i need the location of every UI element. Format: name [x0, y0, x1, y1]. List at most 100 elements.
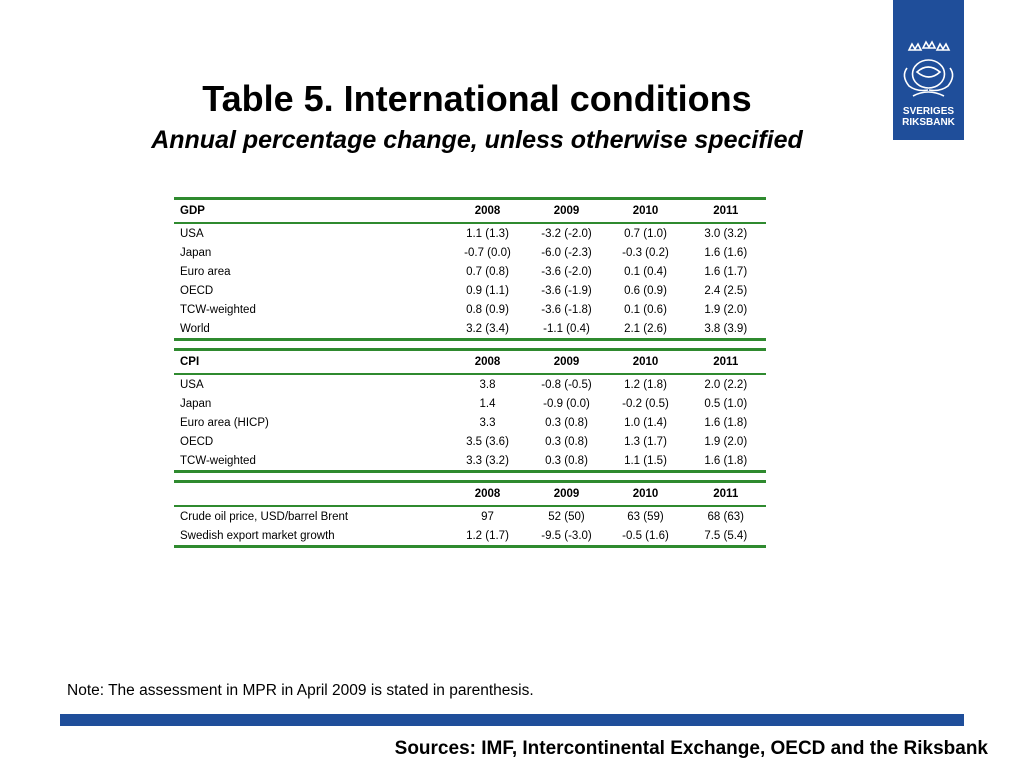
row-label: TCW-weighted [180, 454, 256, 467]
slide-subtitle: Annual percentage change, unless otherwi… [151, 126, 803, 154]
other-indicators-table: 2008 2009 2010 2011 Crude oil price, USD… [174, 480, 766, 548]
table-cell: 1.0 (1.4) [605, 413, 685, 432]
slide-title: Table 5. International conditions [202, 78, 752, 119]
table-row: OECD 3.5 (3.6) 0.3 (0.8) 1.3 (1.7) 1.9 (… [174, 432, 766, 451]
table-row: Euro area (HICP) 3.3 0.3 (0.8) 1.0 (1.4)… [174, 413, 766, 432]
table-spacer [174, 341, 766, 348]
table-cell: 2.0 (2.2) [684, 374, 766, 394]
table-cell: 0.3 (0.8) [526, 432, 606, 451]
row-label: World [180, 322, 210, 335]
table-cell: 7.5 (5.4) [684, 526, 766, 547]
row-label: Japan [180, 397, 212, 410]
row-label: OECD [180, 435, 214, 448]
table-cell: -0.3 (0.2) [605, 243, 685, 262]
table-cell: 0.1 (0.6) [605, 300, 685, 319]
table-row: USA 1.1 (1.3) -3.2 (-2.0) 0.7 (1.0) 3.0 … [174, 223, 766, 243]
table-cell: 1.1 (1.5) [605, 451, 685, 472]
table-row: OECD 0.9 (1.1) -3.6 (-1.9) 0.6 (0.9) 2.4… [174, 281, 766, 300]
logo-text: SVERIGES RIKSBANK [893, 106, 964, 128]
table-cell: 2.1 (2.6) [605, 319, 685, 340]
table-cell: 1.4 [447, 394, 527, 413]
row-label: TCW-weighted [180, 303, 256, 316]
table-cell: 0.6 (0.9) [605, 281, 685, 300]
row-label: Crude oil price, USD/barrel Brent [180, 510, 349, 523]
row-label: USA [180, 227, 204, 240]
table-cell: -0.8 (-0.5) [526, 374, 606, 394]
gdp-header-row: GDP 2008 2009 2010 2011 [174, 198, 766, 223]
gdp-header-cell: 2011 [684, 198, 766, 223]
gdp-header-cell: 2010 [605, 198, 685, 223]
table-row: USA 3.8 -0.8 (-0.5) 1.2 (1.8) 2.0 (2.2) [174, 374, 766, 394]
table-cell: -0.5 (1.6) [605, 526, 685, 547]
row-label: Euro area [180, 265, 231, 278]
table-cell: 0.8 (0.9) [447, 300, 527, 319]
table-cell: 1.1 (1.3) [447, 223, 527, 243]
table-cell: 1.3 (1.7) [605, 432, 685, 451]
table-cell: 3.8 [447, 374, 527, 394]
table-spacer [174, 473, 766, 480]
table-cell: 3.3 [447, 413, 527, 432]
footnote: Note: The assessment in MPR in April 200… [67, 682, 534, 699]
table-cell: 1.6 (1.6) [684, 243, 766, 262]
gdp-header-cell: 2008 [447, 198, 527, 223]
cpi-header-cell: CPI [180, 356, 200, 368]
table-cell: -9.5 (-3.0) [526, 526, 606, 547]
gdp-header-cell: 2009 [526, 198, 606, 223]
table-cell: 0.3 (0.8) [526, 451, 606, 472]
table-row: Japan 1.4 -0.9 (0.0) -0.2 (0.5) 0.5 (1.0… [174, 394, 766, 413]
cpi-table: CPI 2008 2009 2010 2011 USA 3.8 -0.8 (-0… [174, 348, 766, 473]
logo-line-2: RIKSBANK [902, 117, 955, 128]
logo-line-1: SVERIGES [902, 106, 955, 117]
table-row: Japan -0.7 (0.0) -6.0 (-2.3) -0.3 (0.2) … [174, 243, 766, 262]
riksbank-logo: SVERIGES RIKSBANK [893, 0, 964, 140]
table-cell: -0.9 (0.0) [526, 394, 606, 413]
other-header-cell [174, 482, 448, 507]
gdp-header-cell: GDP [180, 205, 205, 217]
table-cell: 52 (50) [526, 506, 606, 526]
gdp-table: GDP 2008 2009 2010 2011 USA 1.1 (1.3) -3… [174, 197, 766, 341]
table-cell: 1.6 (1.7) [684, 262, 766, 281]
table-cell: 1.2 (1.7) [447, 526, 527, 547]
table-cell: 97 [447, 506, 527, 526]
table-cell: 68 (63) [684, 506, 766, 526]
crown-emblem-icon [903, 40, 954, 97]
other-header-cell: 2011 [684, 481, 766, 506]
row-label: Euro area (HICP) [180, 416, 269, 429]
table-row: TCW-weighted 3.3 (3.2) 0.3 (0.8) 1.1 (1.… [174, 451, 766, 472]
cpi-header-cell: 2009 [526, 349, 606, 374]
table-cell: 1.2 (1.8) [605, 374, 685, 394]
row-label: OECD [180, 284, 214, 297]
row-label: Swedish export market growth [180, 529, 335, 542]
table-cell: 0.9 (1.1) [447, 281, 527, 300]
other-header-row: 2008 2009 2010 2011 [174, 481, 766, 507]
table-cell: -1.1 (0.4) [526, 319, 606, 340]
table-cell: -6.0 (-2.3) [526, 243, 606, 262]
table-cell: 3.5 (3.6) [447, 432, 527, 451]
cpi-header-cell: 2008 [447, 349, 527, 374]
table-cell: 1.9 (2.0) [684, 300, 766, 319]
table-row: TCW-weighted 0.8 (0.9) -3.6 (-1.8) 0.1 (… [174, 300, 766, 319]
table-cell: -3.6 (-1.8) [526, 300, 606, 319]
table-row: World 3.2 (3.4) -1.1 (0.4) 2.1 (2.6) 3.8… [174, 319, 766, 340]
footer-bar [60, 714, 964, 726]
table-cell: 0.1 (0.4) [605, 262, 685, 281]
table-cell: 1.6 (1.8) [684, 451, 766, 472]
table-row: Crude oil price, USD/barrel Brent 97 52 … [174, 506, 766, 526]
sources-text: Sources: IMF, Intercontinental Exchange,… [394, 738, 988, 759]
other-header-cell: 2010 [605, 481, 685, 506]
table-cell: 0.7 (0.8) [447, 262, 527, 281]
row-label: Japan [180, 246, 212, 259]
table-cell: 3.0 (3.2) [684, 223, 766, 243]
table-cell: 63 (59) [605, 506, 685, 526]
table-cell: 3.8 (3.9) [684, 319, 766, 340]
table-cell: -3.2 (-2.0) [526, 223, 606, 243]
table-cell: 0.7 (1.0) [605, 223, 685, 243]
cpi-header-row: CPI 2008 2009 2010 2011 [174, 349, 766, 374]
table-cell: 0.5 (1.0) [684, 394, 766, 413]
tables-container: GDP 2008 2009 2010 2011 USA 1.1 (1.3) -3… [174, 197, 766, 548]
table-cell: -0.7 (0.0) [447, 243, 527, 262]
other-header-cell: 2008 [447, 481, 527, 506]
table-cell: 1.6 (1.8) [684, 413, 766, 432]
cpi-header-cell: 2011 [684, 349, 766, 374]
table-cell: -3.6 (-1.9) [526, 281, 606, 300]
